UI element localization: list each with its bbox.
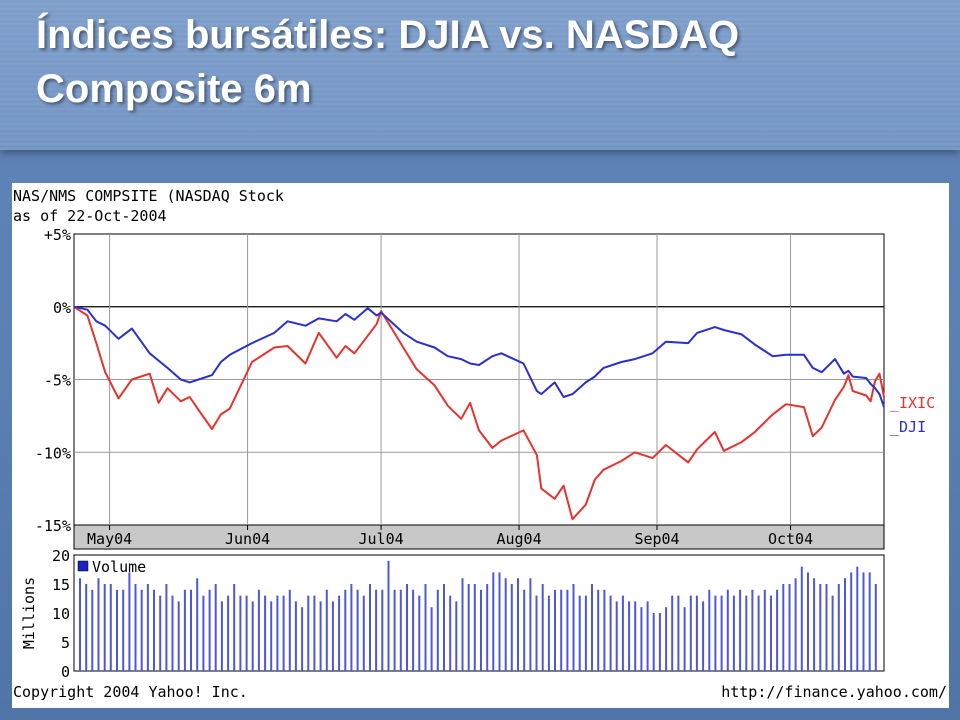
series-line-ixic	[73, 305, 885, 521]
chart-header-line1: NAS/NMS COMPSITE (NASDAQ Stock	[13, 187, 284, 205]
volume-y-tick-label: 10	[52, 605, 70, 623]
series-line-dji	[73, 305, 885, 408]
stock-chart: NAS/NMS COMPSITE (NASDAQ Stock as of 22-…	[13, 187, 947, 701]
volume-legend-swatch	[77, 560, 89, 572]
volume-y-tick-label: 5	[61, 634, 70, 652]
x-axis-band	[73, 524, 885, 550]
volume-y-axis-label: Millions	[20, 577, 38, 649]
legend-ixic: _IXIC	[890, 394, 935, 412]
chart-header-line2: as of 22-Oct-2004	[13, 207, 167, 225]
title-bar: Índices bursátiles: DJIA vs. NASDAQ Comp…	[0, 0, 960, 150]
footer-copyright: Copyright 2004 Yahoo! Inc.	[13, 683, 248, 701]
x-tick-label: Oct04	[768, 530, 813, 548]
volume-plot-frame	[73, 554, 885, 672]
price-legend: _IXIC _DJI	[890, 394, 935, 436]
y-tick-label: 0%	[53, 299, 71, 317]
volume-y-tick-label: 0	[61, 663, 70, 681]
y-tick-label: -15%	[35, 517, 71, 535]
volume-plot: 0 5 10 15 20 Millions Volume	[20, 547, 885, 681]
x-tick-label: Sep04	[634, 530, 679, 548]
y-tick-label: -10%	[35, 444, 71, 462]
legend-dji: _DJI	[890, 418, 926, 436]
price-plot: +5% 0% -5% -10% -15% May04 Jun04 Jul04 Aug04 Sep0…	[35, 226, 885, 550]
slide-title: Índices bursátiles: DJIA vs. NASDAQ Comp…	[36, 13, 740, 111]
volume-legend-label: Volume	[92, 558, 146, 576]
x-tick-label: Aug04	[496, 530, 541, 548]
x-tick-label: May04	[87, 530, 132, 548]
y-tick-label: +5%	[44, 226, 71, 244]
chart-panel: NAS/NMS COMPSITE (NASDAQ Stock as of 22-…	[12, 183, 949, 708]
footer-url: http://finance.yahoo.com/	[721, 683, 947, 701]
x-tick-label: Jun04	[225, 530, 270, 548]
volume-y-tick-label: 20	[52, 547, 70, 565]
volume-y-tick-label: 15	[52, 576, 70, 594]
y-tick-label: -5%	[44, 372, 71, 390]
x-tick-label: Jul04	[359, 530, 404, 548]
